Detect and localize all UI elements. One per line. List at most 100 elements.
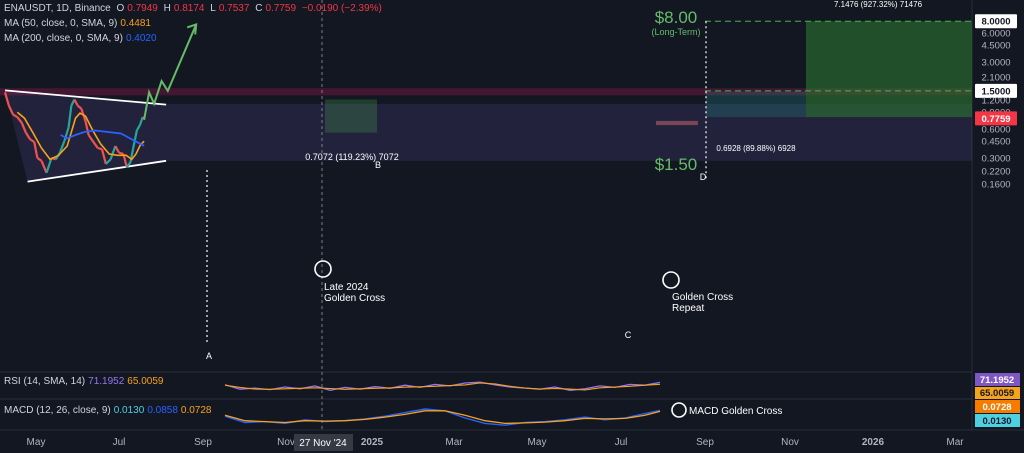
price-segment (73, 99, 79, 107)
symbol-label: ENAUSDT, 1D, Binance (4, 3, 111, 14)
price-tag-5 (975, 83, 1017, 98)
macd-signal-line (224, 410, 661, 425)
x-tick-label: Sep (194, 437, 212, 448)
symbol-legend: ENAUSDT, 1D, Binance O 0.7949 H 0.8174 L 0.… (4, 3, 382, 14)
x-tick-label: Sep (696, 437, 714, 448)
high-value: 0.8174 (173, 3, 205, 14)
y-tick-label: 0.3000 (981, 153, 1010, 164)
close-value: 0.7759 (265, 3, 297, 14)
level-label-1-5: $1.50 (655, 155, 698, 174)
crosshair-date-label: 27 Nov '24 (299, 438, 347, 449)
ma200-legend[interactable]: MA (200, close, 0, SMA, 9) 0.4020 (4, 33, 157, 44)
price-segment (138, 116, 144, 126)
ab-measure-box (325, 99, 377, 133)
y-tick-label: 0.4500 (981, 137, 1010, 148)
rsi-tick-2: 65.0059 (980, 388, 1014, 399)
x-tick-label: Mar (445, 437, 463, 448)
y-tick-label: 1.2000 (981, 96, 1010, 107)
x-tick-label: 2026 (862, 437, 885, 448)
price-segment (67, 105, 73, 128)
price-candles (3, 92, 145, 174)
annotation-repeat-line1: Golden Cross (672, 292, 733, 303)
open-value: 0.7949 (127, 3, 158, 14)
price-segment (84, 121, 90, 136)
triangle-zone (5, 90, 167, 182)
price-segment (105, 158, 112, 165)
price-segment (40, 160, 48, 174)
ma50-value: 0.4481 (120, 18, 151, 29)
level-sublabel-8: (Long-Term) (651, 27, 700, 37)
macd-tag-2 (975, 414, 1020, 427)
rsi-ma-value: 65.0059 (127, 376, 164, 387)
price-segment (63, 127, 70, 142)
price-tag-0 (975, 14, 1017, 29)
price-segment (77, 104, 83, 110)
level-label-8: $8.00 (655, 8, 698, 27)
price-segment (24, 132, 32, 140)
measure-label-cd: 0.6928 (89.88%) 6928 (716, 144, 796, 153)
price-segment (45, 157, 53, 174)
projection-path (143, 24, 198, 120)
y-tick-label: 2.1000 (981, 72, 1010, 83)
price-segment (114, 145, 120, 154)
annotation-late-2024-line2: Golden Cross (324, 293, 385, 304)
macd-annotation-circle (671, 402, 687, 418)
price-segment (118, 151, 124, 156)
price-segment (36, 157, 43, 162)
price-segment (109, 145, 117, 160)
annotation-circle-late-2024 (314, 260, 332, 278)
price-segment (33, 141, 39, 159)
price-tag-8 (975, 111, 1017, 126)
macd-signal-value: 0.0728 (180, 405, 212, 416)
price-segment (12, 113, 18, 119)
rsi-tag-1 (975, 373, 1020, 386)
rsi-legend[interactable]: RSI (14, SMA, 14) 71.1952 65.0059 (4, 376, 164, 387)
macd-legend[interactable]: MACD (12, 26, close, 9) 0.0130 0.0858 0.072… (4, 405, 212, 416)
rsi-ma-line (224, 382, 661, 391)
target-box (806, 21, 972, 118)
point-label-d: D (700, 172, 707, 182)
x-tick-label: 2025 (361, 437, 384, 448)
measure-label-target: 7.1476 (927.32%) 71476 (834, 0, 923, 9)
y-tick-label: 0.1600 (981, 180, 1010, 191)
price-segment (58, 140, 66, 154)
price-segment (16, 116, 23, 124)
y-tick-label: 0.2200 (981, 166, 1010, 177)
y-tick-label: 4.5000 (981, 41, 1010, 52)
point-label-b: B (375, 160, 381, 170)
macd-line-value: 0.0858 (147, 405, 178, 416)
x-tick-label: Nov (277, 437, 295, 448)
annotation-repeat-line2: Repeat (672, 303, 704, 314)
price-segment (3, 92, 10, 107)
x-tick-label: May (27, 437, 46, 448)
ma200-line (60, 129, 145, 147)
y-tick-label: 6.0000 (981, 29, 1010, 40)
x-tick-label: Jul (615, 437, 628, 448)
ma50-legend[interactable]: MA (50, close, 0, SMA, 9) 0.4481 (4, 18, 151, 29)
point-label-c: C (625, 330, 632, 340)
y-tick-label: 1.5000 (981, 86, 1010, 97)
annotation-late-2024-line1: Late 2024 (324, 282, 369, 293)
change-value: −0.0190 (−2.39%) (301, 3, 382, 14)
measure-label-ab: 0.7072 (119.23%) 7072 (305, 152, 398, 162)
x-tick-label: Jul (113, 437, 126, 448)
price-segment (100, 148, 107, 165)
x-tick-label: May (528, 437, 547, 448)
x-tick-label: Mar (946, 437, 964, 448)
triangle-upper-line (4, 89, 167, 106)
annotation-circle-repeat (662, 271, 680, 289)
price-segment (129, 147, 135, 163)
macd-tick-1: 0.0728 (982, 402, 1011, 413)
rsi-tick-1: 71.1952 (980, 375, 1014, 386)
ma50-line (16, 111, 145, 161)
y-tick-label: 3.0000 (981, 58, 1010, 69)
price-segment (132, 130, 138, 149)
rsi-value: 71.1952 (88, 376, 125, 387)
price-segment (20, 122, 27, 134)
crosshair-date-tag (294, 434, 353, 451)
low-value: 0.7537 (218, 3, 250, 14)
resistance-band (0, 88, 972, 96)
point-label-a: A (206, 351, 212, 361)
triangle-lower-line (27, 159, 167, 183)
